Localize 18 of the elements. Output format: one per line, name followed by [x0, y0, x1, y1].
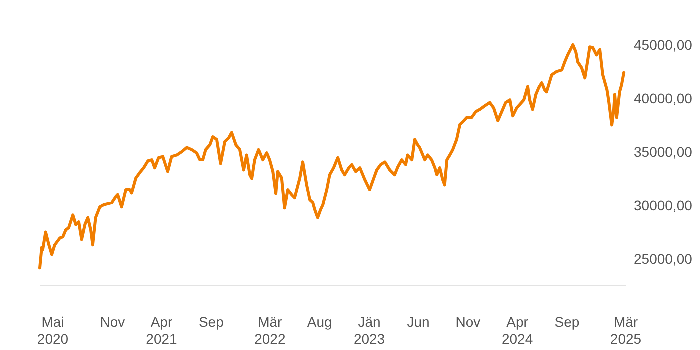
x-tick-label: Mär 2022 [254, 314, 286, 347]
x-tick-label: Mär 2025 [610, 314, 642, 347]
x-tick-label: Jän 2023 [354, 314, 386, 347]
y-tick-label: 35000,00 [634, 144, 693, 160]
x-tick-label: Mai 2020 [37, 314, 69, 347]
x-tick-label: Sep [198, 314, 224, 330]
x-tick-label: Apr 2024 [502, 314, 534, 347]
line-series [38, 44, 626, 270]
x-tick-label: Sep [554, 314, 580, 330]
y-tick-label: 25000,00 [634, 250, 693, 267]
x-tick-label: Apr 2021 [146, 314, 178, 347]
x-tick-label: Jun [407, 314, 430, 330]
x-tick-label: Nov [456, 314, 481, 330]
x-tick-label: Aug [307, 314, 332, 330]
y-tick-label: 45000,00 [634, 36, 693, 53]
y-tick-label: 30000,00 [634, 197, 693, 214]
x-tick-label: Nov [100, 314, 126, 330]
y-tick-label: 40000,00 [634, 90, 693, 106]
